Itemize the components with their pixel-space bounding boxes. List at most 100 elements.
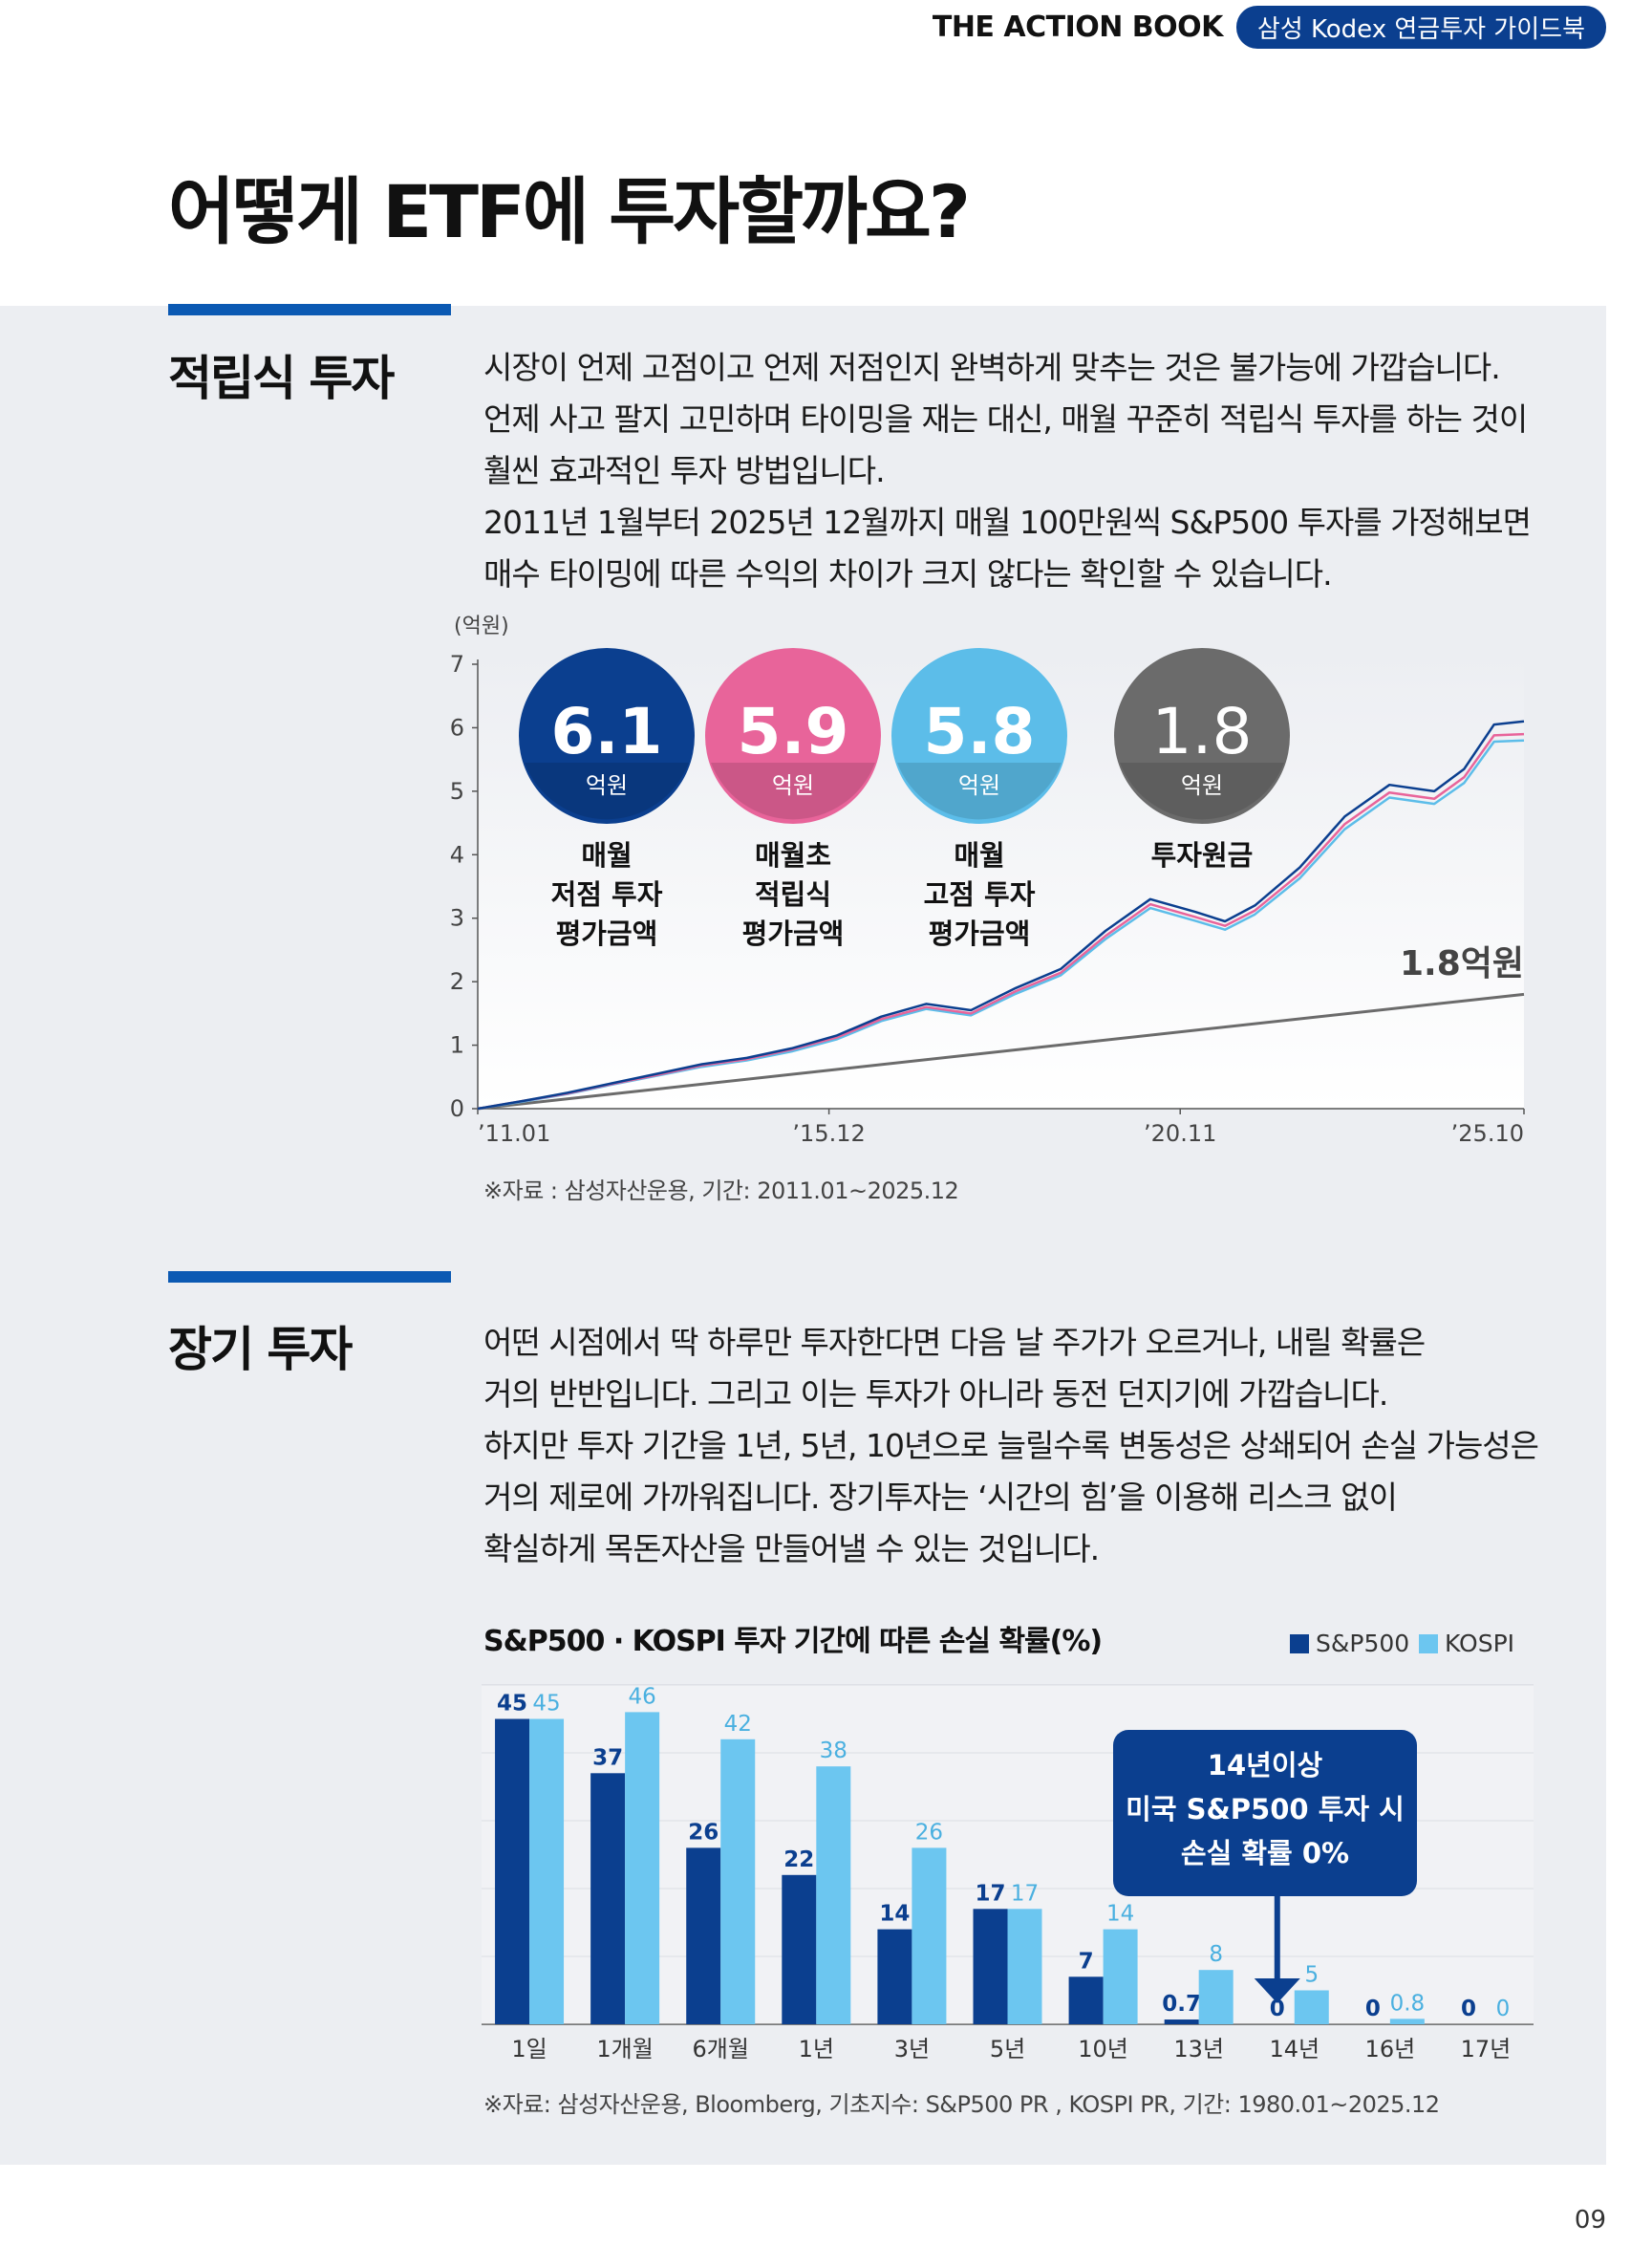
bar-value-label: 0 xyxy=(1496,1997,1511,2021)
bar-value-label: 46 xyxy=(628,1684,655,1709)
bar xyxy=(1007,1909,1042,2024)
chart1-x-tick-label: ’11.01 xyxy=(478,1120,550,1147)
legend-swatch xyxy=(1419,1634,1438,1653)
bar xyxy=(1198,1970,1234,2024)
bar-value-label: 26 xyxy=(915,1820,943,1845)
chart1-series-line xyxy=(477,992,1525,1111)
badge-lower-band xyxy=(897,763,1062,820)
badge-lower-band xyxy=(1120,763,1284,820)
chart1-y-tick-label: 6 xyxy=(450,714,464,741)
bar-value-label: 17 xyxy=(975,1881,1005,1906)
chart1-y-tick-label: 0 xyxy=(450,1095,464,1122)
badge-label-line: 투자원금 xyxy=(1151,839,1254,872)
chart1-y-tick-label: 4 xyxy=(450,841,464,868)
legend-swatch xyxy=(1290,1634,1309,1653)
badge-unit: 억원 xyxy=(1181,772,1223,799)
section1-accent-bar xyxy=(168,304,451,315)
bar xyxy=(1068,1976,1104,2024)
bar-value-label: 0.8 xyxy=(1390,1991,1426,2016)
section1-source: ※자료 : 삼성자산운용, 기간: 2011.01~2025.12 xyxy=(483,1177,959,1204)
chart2-category-label: 1년 xyxy=(799,2036,834,2062)
badge-label-line: 고점 투자 xyxy=(924,878,1036,911)
chart1-end-label: 1.8억원 xyxy=(1400,944,1524,983)
chart1-x-tick-label: ’15.12 xyxy=(792,1120,865,1147)
bar-value-label: 7 xyxy=(1079,1949,1094,1974)
section1-line: 매수 타이밍에 따른 수익의 차이가 크지 않다는 확인할 수 있습니다. xyxy=(483,555,1333,593)
section2-line: 어떤 시점에서 딱 하루만 투자한다면 다음 날 주가가 오르거나, 내릴 확률… xyxy=(483,1324,1426,1361)
page-title: 어떻게 ETF에 투자할까요? xyxy=(168,169,971,254)
legend-label: S&P500 xyxy=(1316,1630,1409,1657)
section1-line: 훨씬 효과적인 투자 방법입니다. xyxy=(483,452,886,489)
badge-circle xyxy=(705,648,881,824)
section2-line: 확실하게 목돈자산을 만들어낼 수 있는 것입니다. xyxy=(483,1530,1100,1567)
badge-circle xyxy=(1114,648,1290,824)
bar-value-label: 26 xyxy=(688,1820,719,1845)
bar-value-label: 0 xyxy=(1270,1997,1285,2021)
bar xyxy=(625,1712,660,2024)
chart2-category-label: 17년 xyxy=(1461,2036,1512,2062)
badge-value: 5.8 xyxy=(924,695,1036,768)
chart1-series-line xyxy=(477,720,1525,1111)
badge-unit: 억원 xyxy=(772,772,814,799)
badge-value: 6.1 xyxy=(551,695,663,768)
bar-value-label: 37 xyxy=(592,1745,623,1770)
bar-value-label: 0 xyxy=(1365,1997,1381,2021)
bar xyxy=(1294,1990,1329,2024)
bar-value-label: 14 xyxy=(879,1902,910,1927)
callout-line: 손실 확률 0% xyxy=(1181,1837,1349,1869)
section2-paragraph: 어떤 시점에서 딱 하루만 투자한다면 다음 날 주가가 오르거나, 내릴 확률… xyxy=(483,1317,1539,1575)
chart2-category-label: 1개월 xyxy=(596,2036,653,2062)
section2-line: 거의 제로에 가까워집니다. 장기투자는 ‘시간의 힘’을 이용해 리스크 없이 xyxy=(483,1479,1398,1516)
badge-unit: 억원 xyxy=(958,772,1000,799)
chart1-x-tick-label: ’25.10 xyxy=(1451,1120,1524,1147)
callout-line: 14년이상 xyxy=(1208,1749,1323,1782)
chart2-category-label: 5년 xyxy=(990,2036,1025,2062)
bar-value-label: 14 xyxy=(1106,1902,1134,1927)
bar xyxy=(877,1929,912,2024)
bar-value-label: 22 xyxy=(783,1847,814,1872)
badge-label-line: 매월 xyxy=(954,839,1004,872)
section1-paragraph: 시장이 언제 고점이고 언제 저점인지 완벽하게 맞추는 것은 불가능에 가깝습… xyxy=(483,342,1532,600)
bar-value-label: 42 xyxy=(724,1712,752,1737)
chart1-y-tick-label: 2 xyxy=(450,968,464,995)
badge-unit: 억원 xyxy=(586,772,628,799)
chart1-y-tick-label: 1 xyxy=(450,1032,464,1059)
bar xyxy=(720,1738,756,2024)
chart1-unit-label: (억원) xyxy=(454,615,509,638)
bar xyxy=(590,1773,626,2024)
section2-line: 거의 반반입니다. 그리고 이는 투자가 아니라 동전 던지기에 가깝습니다. xyxy=(483,1375,1388,1413)
brand-pill: 삼성 Kodex 연금투자 가이드북 xyxy=(1235,6,1606,49)
badge-label-line: 매월 xyxy=(581,839,632,872)
section1-line: 언제 사고 팔지 고민하며 타이밍을 재는 대신, 매월 꾸준히 적립식 투자를… xyxy=(483,400,1528,438)
chart2-category-label: 3년 xyxy=(894,2036,930,2062)
bar xyxy=(1164,2019,1199,2024)
chart1-y-tick-label: 5 xyxy=(450,778,464,805)
chart2-category-label: 13년 xyxy=(1173,2036,1224,2062)
bar xyxy=(782,1874,817,2024)
bar-value-label: 45 xyxy=(532,1692,560,1717)
badge-label-line: 저점 투자 xyxy=(551,878,663,911)
bar xyxy=(686,1847,721,2024)
bar-value-label: 8 xyxy=(1209,1942,1223,1967)
badge-lower-band xyxy=(525,763,689,820)
section1-line: 2011년 1월부터 2025년 12월까지 매월 100만원씩 S&P500 … xyxy=(483,504,1532,541)
badge-lower-band xyxy=(711,763,875,820)
bar-value-label: 17 xyxy=(1011,1881,1039,1906)
chart1-y-tick-label: 7 xyxy=(450,651,464,678)
brand-title: THE ACTION BOOK xyxy=(932,11,1224,44)
bar xyxy=(912,1847,947,2024)
chart1-x-tick-label: ’20.11 xyxy=(1144,1120,1216,1147)
bar-value-label: 0 xyxy=(1461,1997,1476,2021)
badge-value: 1.8 xyxy=(1152,695,1253,768)
bar xyxy=(495,1718,530,2024)
chart1-y-tick-label: 3 xyxy=(450,905,464,932)
bar xyxy=(973,1909,1008,2024)
bar-value-label: 5 xyxy=(1304,1963,1319,1988)
bar xyxy=(816,1766,851,2024)
page-number: 09 xyxy=(1574,2206,1606,2235)
section2-accent-bar xyxy=(168,1271,451,1283)
bar xyxy=(1103,1929,1138,2024)
